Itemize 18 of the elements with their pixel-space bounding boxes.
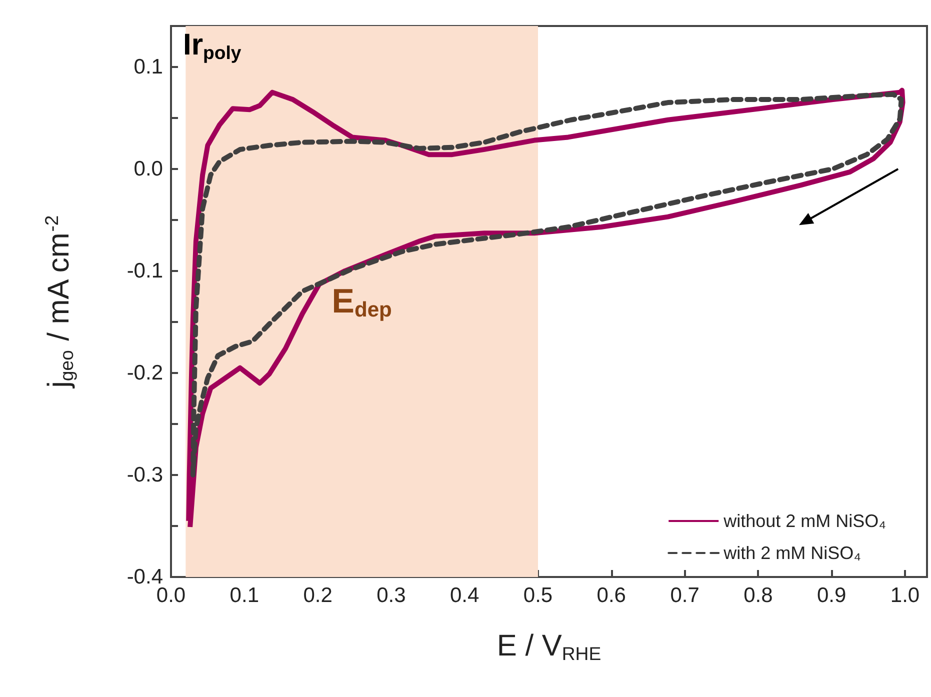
x-tick-label: 0.6 [596,584,626,607]
x-tick-label: 0.2 [303,584,332,607]
x-tick-label: 1.0 [890,584,920,607]
x-tick-label: 0.8 [744,584,773,607]
y-tick-label: -0.2 [126,361,163,384]
x-tick-label: 0.1 [230,584,259,607]
y-tick-label: -0.1 [126,259,163,282]
legend-label: without 2 mM NiSO₄ [722,511,886,531]
y-tick-label: -0.3 [126,463,163,486]
y-tick-label: 0.0 [134,157,163,180]
x-tick-label: 0.4 [450,584,480,607]
y-axis-title: jgeo / mA cm-2 [41,215,77,389]
y-tick-label: 0.1 [134,55,163,78]
x-tick-label: 0.5 [523,584,553,607]
x-tick-label: 0.7 [670,584,700,607]
x-tick-label: 0.3 [376,584,406,607]
x-tick-label: 0.9 [816,584,846,607]
legend-label: with 2 mM NiSO₄ [722,543,861,563]
